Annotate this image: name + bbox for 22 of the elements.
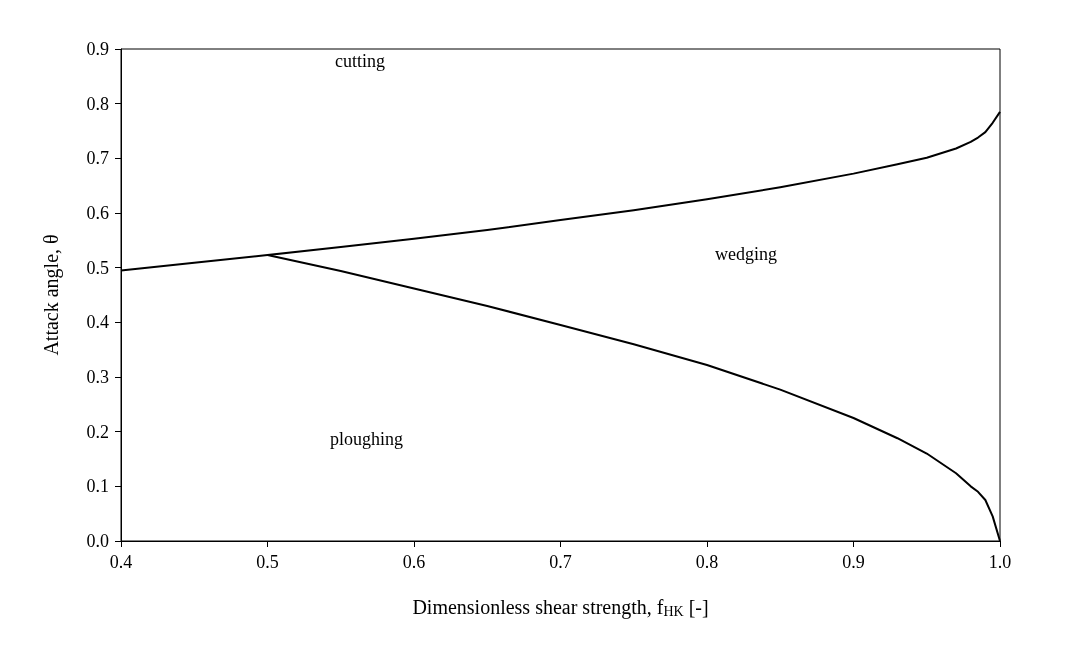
x-tick-label: 0.8	[695, 552, 719, 572]
y-tick-label: 0.8	[86, 93, 109, 114]
y-tick-label: 0.1	[86, 476, 109, 497]
y-axis-title: Attack angle, θ	[40, 234, 63, 356]
x-tick-label: 0.9	[842, 552, 865, 572]
annotation: cutting	[335, 51, 385, 71]
annotation: ploughing	[330, 429, 404, 449]
y-tick-label: 0.3	[86, 367, 109, 387]
y-tick-label: 0.0	[86, 531, 109, 551]
x-tick-label: 0.5	[256, 552, 279, 572]
y-tick-label: 0.7	[86, 148, 109, 169]
y-tick-label: 0.2	[86, 421, 109, 442]
y-tick-label: 0.5	[86, 257, 109, 278]
y-tick-label: 0.4	[86, 312, 109, 333]
x-axis-title: Dimensionless shear strength, fHK [-]	[412, 596, 709, 619]
x-tick-label: 0.7	[549, 552, 572, 572]
y-tick-label: 0.9	[86, 39, 109, 59]
y-tick-label: 0.6	[86, 203, 109, 223]
x-tick-label: 0.4	[109, 552, 133, 572]
x-tick-label: 0.6	[402, 552, 426, 572]
annotation: wedging	[715, 244, 777, 264]
x-tick-label: 1.0	[988, 552, 1012, 572]
